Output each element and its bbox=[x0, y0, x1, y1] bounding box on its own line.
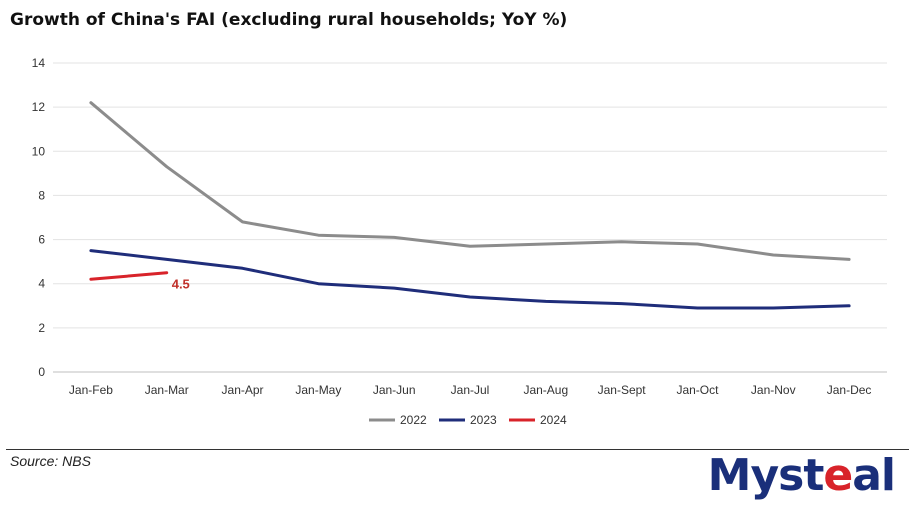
mysteel-logo: Mysteal bbox=[707, 450, 896, 501]
x-tick-label: Jan-Oct bbox=[676, 383, 719, 397]
series-lines bbox=[89, 101, 851, 310]
y-tick-label: 4 bbox=[38, 277, 45, 291]
legend-label-2024: 2024 bbox=[540, 413, 567, 427]
x-tick-label: Jan-Sept bbox=[598, 383, 647, 397]
legend: 2022 2023 2024 bbox=[369, 413, 567, 427]
y-tick-label: 6 bbox=[38, 233, 45, 247]
y-tick-label: 2 bbox=[38, 321, 45, 335]
series-line-2022 bbox=[89, 101, 851, 261]
y-axis: 0 2 4 6 8 10 12 14 bbox=[32, 56, 46, 379]
y-tick-label: 14 bbox=[32, 56, 46, 70]
x-tick-label: Jan-Aug bbox=[523, 383, 568, 397]
x-tick-label: Jan-Apr bbox=[222, 383, 264, 397]
data-label-2024: 4.5 bbox=[172, 277, 190, 292]
x-tick-label: Jan-Mar bbox=[145, 383, 189, 397]
y-tick-label: 12 bbox=[32, 100, 46, 114]
y-tick-label: 10 bbox=[32, 144, 46, 158]
series-line-2023 bbox=[89, 249, 851, 310]
legend-label-2022: 2022 bbox=[400, 413, 427, 427]
y-tick-label: 0 bbox=[38, 365, 45, 379]
series-line-2024 bbox=[89, 271, 169, 281]
x-tick-label: Jan-Dec bbox=[827, 383, 872, 397]
source-note: Source: NBS bbox=[10, 453, 91, 469]
chart-title: Growth of China's FAI (excluding rural h… bbox=[10, 10, 568, 30]
x-tick-label: Jan-Nov bbox=[751, 383, 796, 397]
grid-lines bbox=[53, 62, 887, 373]
footer-divider bbox=[6, 449, 909, 450]
line-chart: 0 2 4 6 8 10 12 14 Jan-Feb Jan-Mar Jan-Apr Jan-May… bbox=[32, 56, 887, 427]
y-tick-label: 8 bbox=[38, 188, 45, 202]
x-axis: Jan-Feb Jan-Mar Jan-Apr Jan-May Jan-Jun Jan-J… bbox=[69, 383, 872, 397]
x-tick-label: Jan-Jul bbox=[451, 383, 490, 397]
x-tick-label: Jan-Feb bbox=[69, 383, 113, 397]
x-tick-label: Jan-May bbox=[295, 383, 341, 397]
legend-label-2023: 2023 bbox=[470, 413, 497, 427]
data-labels: 4.5 bbox=[172, 277, 190, 292]
x-tick-label: Jan-Jun bbox=[373, 383, 416, 397]
